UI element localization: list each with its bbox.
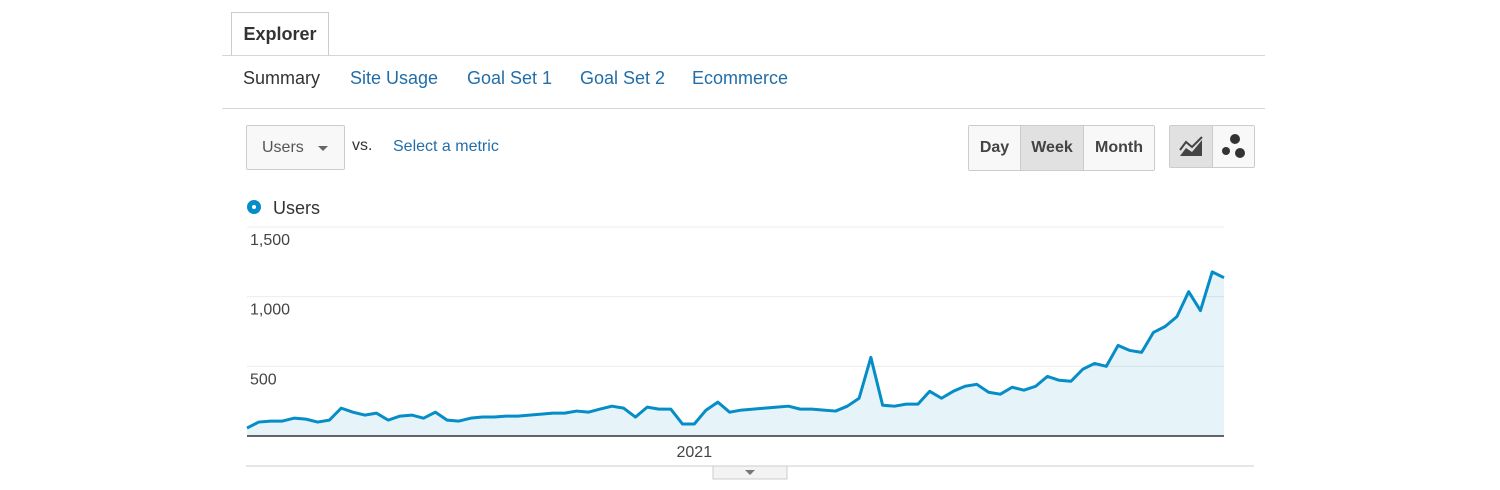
legend-label: Users xyxy=(273,198,320,218)
period-button[interactable]: Day xyxy=(969,126,1021,170)
period-buttons: Day Week Month xyxy=(968,125,1155,171)
motion-chart-button[interactable] xyxy=(1213,126,1254,167)
nav-item[interactable]: Site Usage xyxy=(350,68,439,88)
line-chart-button[interactable] xyxy=(1170,126,1214,167)
period-button[interactable]: Month xyxy=(1084,126,1154,170)
divider xyxy=(222,108,1265,109)
y-tick-label: 1,000 xyxy=(250,302,290,319)
handle-arrow xyxy=(745,470,755,475)
nav-item[interactable]: Goal Set 1 xyxy=(467,68,553,88)
y-tick-label: 500 xyxy=(250,371,277,388)
dropdown-label: Users xyxy=(262,138,304,156)
nav-item[interactable]: Ecommerce xyxy=(692,68,789,88)
explorer-tab[interactable]: Explorer xyxy=(231,12,329,56)
nav-item[interactable]: Summary xyxy=(243,68,321,88)
period-button[interactable]: Week xyxy=(1021,126,1084,170)
x-tick-label: 2021 xyxy=(677,444,713,461)
nav-item[interactable]: Goal Set 2 xyxy=(580,68,666,88)
metric-dropdown[interactable]: Users xyxy=(246,125,345,170)
divider xyxy=(222,55,1265,56)
line xyxy=(246,270,1225,430)
vs-label: vs. xyxy=(352,137,373,154)
area xyxy=(247,271,1224,436)
y-tick-label: 1,500 xyxy=(250,232,290,249)
chart-type-buttons xyxy=(1169,125,1255,168)
legend-marker-dot xyxy=(252,205,256,209)
select-metric[interactable]: Select a metric xyxy=(393,138,499,155)
caret xyxy=(318,146,328,151)
